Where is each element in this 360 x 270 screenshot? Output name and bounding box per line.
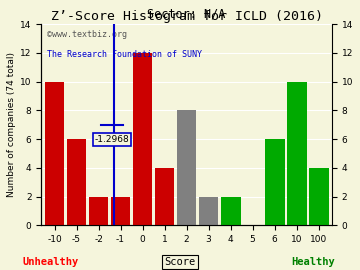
Text: Unhealthy: Unhealthy: [22, 257, 78, 267]
Text: -1.2968: -1.2968: [94, 135, 129, 144]
Bar: [309, 168, 329, 225]
Bar: [265, 139, 284, 225]
Text: ©www.textbiz.org: ©www.textbiz.org: [47, 30, 127, 39]
Title: Z’-Score Histogram for ICLD (2016): Z’-Score Histogram for ICLD (2016): [51, 10, 323, 23]
Text: Score: Score: [165, 257, 195, 267]
Text: The Research Foundation of SUNY: The Research Foundation of SUNY: [47, 50, 202, 59]
Bar: [111, 197, 130, 225]
Bar: [133, 53, 153, 225]
Bar: [221, 197, 240, 225]
Text: Healthy: Healthy: [291, 257, 335, 267]
Bar: [45, 82, 64, 225]
Bar: [177, 110, 197, 225]
Bar: [155, 168, 175, 225]
Bar: [199, 197, 219, 225]
Bar: [287, 82, 306, 225]
Bar: [89, 197, 108, 225]
Y-axis label: Number of companies (74 total): Number of companies (74 total): [7, 52, 16, 197]
Bar: [67, 139, 86, 225]
Text: Sector: N/A: Sector: N/A: [147, 7, 226, 20]
